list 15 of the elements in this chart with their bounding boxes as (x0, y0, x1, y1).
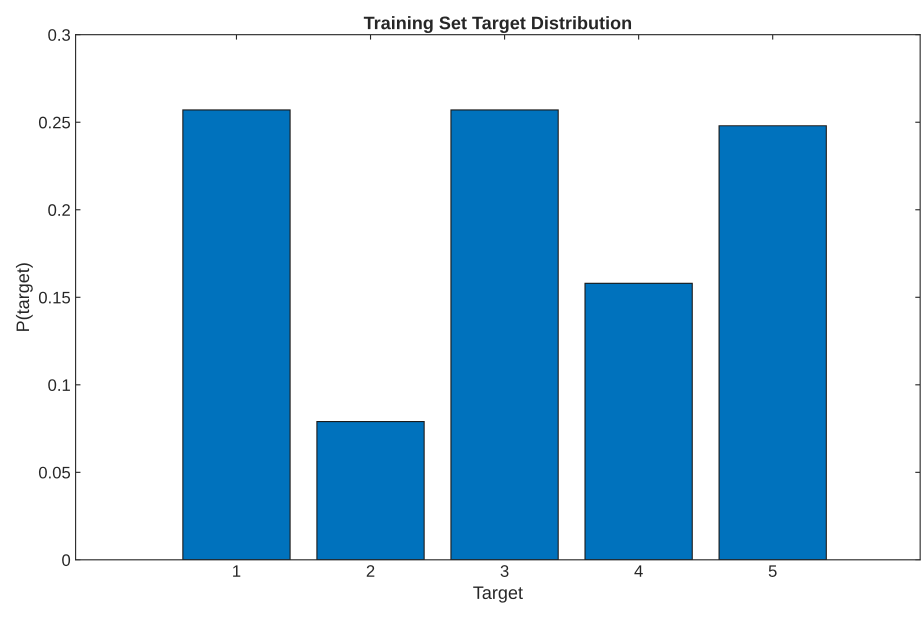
y-tick-label: 0.05 (38, 466, 70, 479)
x-tick-label: 4 (634, 565, 643, 577)
y-tick-label: 0 (62, 554, 70, 566)
y-tick-label: 0.2 (48, 204, 70, 216)
y-tick-label: 0.1 (48, 379, 70, 392)
x-tick-label: 5 (768, 565, 777, 577)
y-tick-label: 0.3 (48, 29, 70, 41)
x-tick-label: 3 (500, 565, 508, 577)
y-axis-title: P(target) (16, 263, 33, 331)
x-tick-label: 1 (233, 565, 240, 577)
x-axis-title: Target (473, 586, 523, 603)
x-tick-label: 2 (366, 565, 374, 577)
chart-title: Training Set Target Distribution (364, 16, 632, 33)
y-tick-label: 0.25 (38, 116, 70, 128)
y-tick-label: 0.15 (38, 292, 70, 304)
